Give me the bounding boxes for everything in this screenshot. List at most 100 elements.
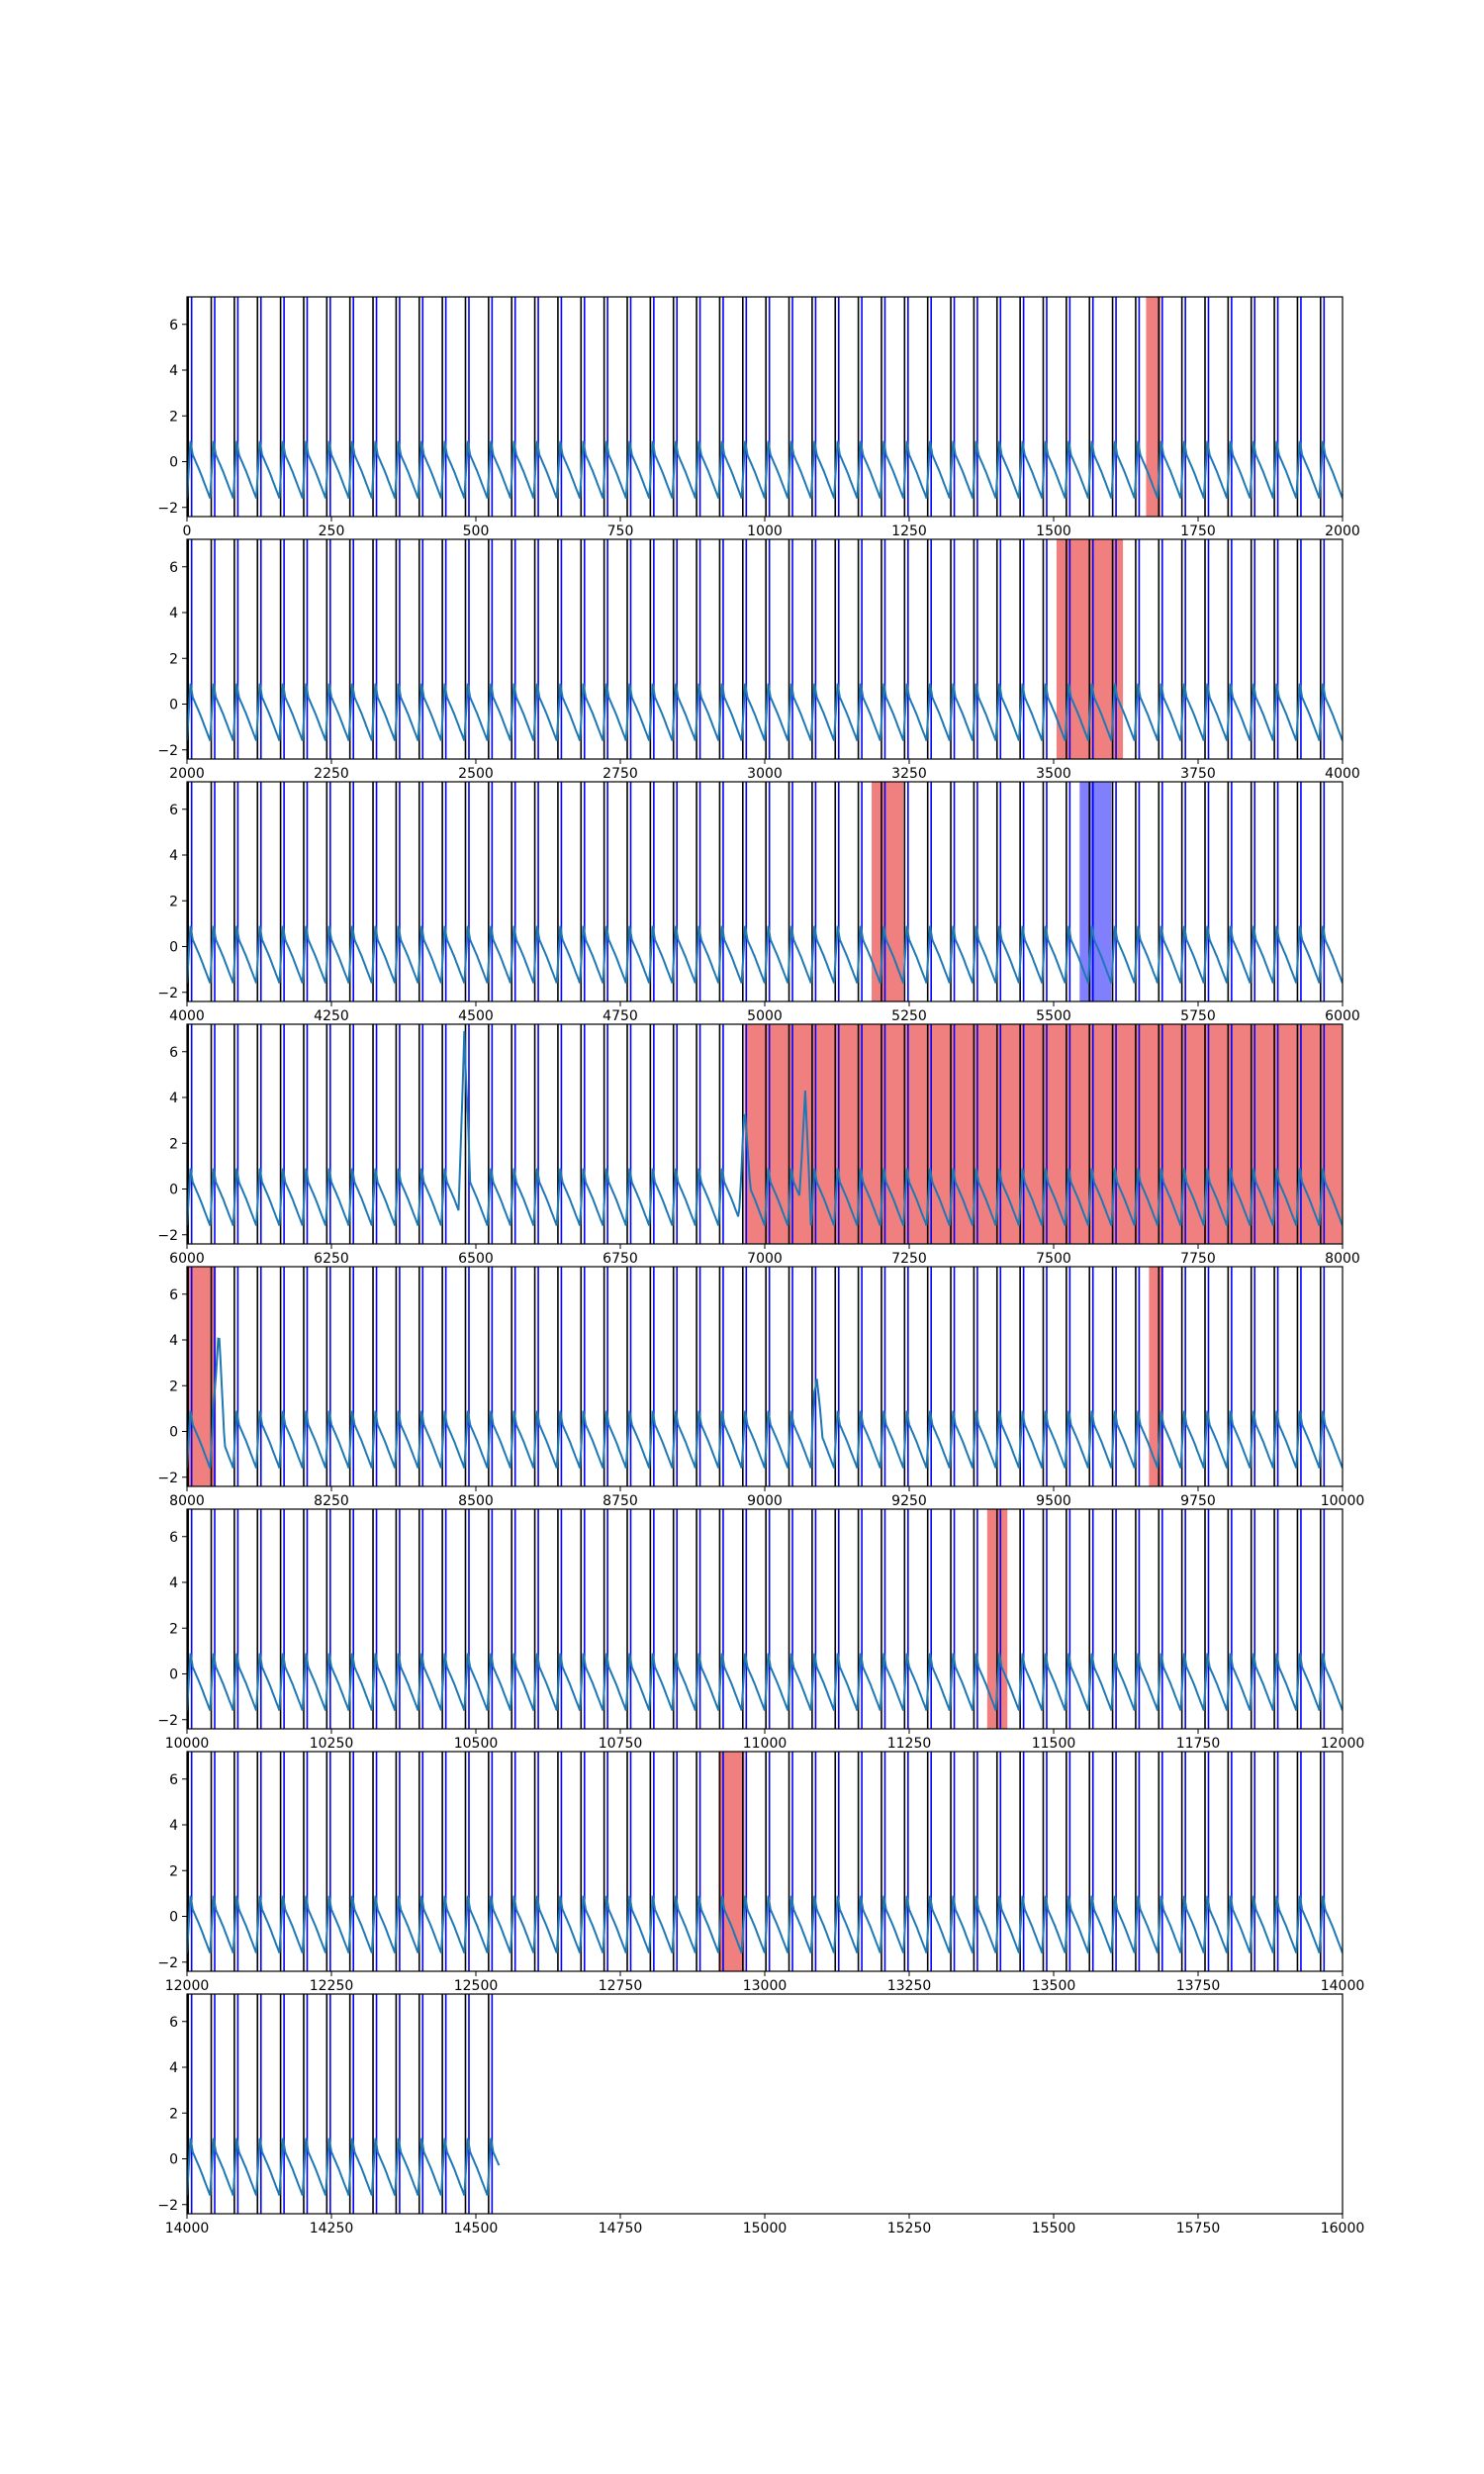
y-tick-label: 2: [169, 1379, 178, 1394]
panel-plot-area: [187, 1509, 1343, 1729]
x-tick-label: 7750: [1180, 1251, 1216, 1267]
x-tick-label: 1500: [1036, 523, 1071, 539]
x-tick-label: 5500: [1036, 1008, 1071, 1024]
panel-1: −2 0 2 4 6 0 250 500 750 1000 1250 1500 1750 2000: [157, 296, 1360, 539]
y-tick-label: −2: [157, 1471, 178, 1486]
x-tick-label: 1000: [747, 523, 783, 539]
x-tick-label: 12000: [165, 1978, 210, 1994]
panel-plot-area: [187, 1267, 1343, 1486]
shaded-region-red: [872, 782, 904, 1001]
panel-8: −2 0 2 4 6 14000 14250 14500 14750 15000 15250 1550…: [157, 1993, 1365, 2236]
y-tick-label: 6: [169, 1772, 178, 1788]
x-tick-label: 15250: [887, 2221, 932, 2236]
signal-line: [187, 440, 1343, 499]
x-tick-label: 14500: [454, 2221, 499, 2236]
y-tick-label: 4: [169, 363, 178, 379]
x-tick-label: 1750: [1180, 523, 1216, 539]
x-tick-label: 4000: [169, 1008, 205, 1024]
x-tick-label: 6000: [169, 1251, 205, 1267]
x-tick-label: 8250: [314, 1493, 349, 1509]
x-tick-label: 250: [319, 523, 345, 539]
x-tick-label: 11000: [743, 1736, 788, 1752]
y-tick-label: 2: [169, 651, 178, 667]
y-tick-label: 6: [169, 318, 178, 333]
x-tick-label: 8000: [169, 1493, 205, 1509]
y-tick-label: 4: [169, 1818, 178, 1834]
panel-4: −2 0 2 4 6 6000 6250 6500 6750 7000 7250 7500 7750 80…: [157, 1023, 1360, 1267]
panel-plot-area: [187, 539, 1343, 759]
y-tick-label: 2: [169, 1621, 178, 1637]
x-tick-label: 13750: [1176, 1978, 1221, 1994]
x-tick-label: 5750: [1180, 1008, 1216, 1024]
y-tick-label: 6: [169, 1287, 178, 1303]
x-tick-label: 5000: [747, 1008, 783, 1024]
panel-frame: [186, 1993, 1344, 2215]
y-tick-label: 0: [169, 1910, 178, 1926]
signal-line: [187, 1337, 1343, 1469]
x-tick-label: 7000: [747, 1251, 783, 1267]
x-tick-label: 500: [463, 523, 490, 539]
y-tick-label: 4: [169, 1091, 178, 1106]
signal-line: [187, 2138, 501, 2196]
x-tick-label: 3250: [891, 766, 927, 782]
x-tick-label: 8750: [603, 1493, 638, 1509]
x-tick-label: 2750: [603, 766, 638, 782]
panel-2: −2 0 2 4 6 2000 2250 2500 2750 3000 3250 3500 3750 40…: [157, 538, 1360, 782]
panel-plot-area: [187, 1752, 1343, 1971]
x-tick-label: 4250: [314, 1008, 349, 1024]
shaded-region-red: [1146, 297, 1161, 517]
signal-line: [187, 1653, 1343, 1711]
signal-line: [187, 1895, 1343, 1953]
x-tick-label: 11750: [1176, 1736, 1221, 1752]
x-tick-label: 4500: [458, 1008, 494, 1024]
panel-plot-area: [187, 782, 1343, 1001]
x-tick-label: 6250: [314, 1251, 349, 1267]
x-tick-label: 750: [607, 523, 634, 539]
y-tick-label: 6: [169, 1045, 178, 1061]
x-tick-label: 14750: [599, 2221, 643, 2236]
x-tick-label: 10750: [599, 1736, 643, 1752]
x-tick-label: 3000: [747, 766, 783, 782]
x-tick-label: 10500: [454, 1736, 499, 1752]
signal-line: [187, 925, 1343, 984]
y-tick-label: 4: [169, 606, 178, 621]
y-tick-label: −2: [157, 1228, 178, 1244]
x-tick-label: 13250: [887, 1978, 932, 1994]
x-tick-label: 15750: [1176, 2221, 1221, 2236]
x-tick-label: 11250: [887, 1736, 932, 1752]
y-tick-label: 0: [169, 698, 178, 714]
y-tick-label: 2: [169, 1863, 178, 1879]
x-tick-label: 12250: [310, 1978, 354, 1994]
panel-5: −2 0 2 4 6 8000 8250 8500 8750 9000 9250 9500 9750 10…: [157, 1266, 1364, 1509]
x-tick-label: 16000: [1321, 2221, 1365, 2236]
signal-line: [187, 683, 1343, 741]
y-tick-label: 0: [169, 1667, 178, 1683]
x-tick-label: 4750: [603, 1008, 638, 1024]
x-tick-label: 14000: [165, 2221, 210, 2236]
x-tick-label: 12500: [454, 1978, 499, 1994]
y-tick-label: 6: [169, 1530, 178, 1546]
y-tick-label: 2: [169, 894, 178, 909]
panel-3: −2 0 2 4 6 4000 4250 4500 4750 5000 5250 5500 5750 60…: [157, 781, 1360, 1024]
x-tick-label: 11500: [1032, 1736, 1076, 1752]
y-tick-label: 0: [169, 1183, 178, 1198]
x-tick-label: 2250: [314, 766, 349, 782]
x-tick-label: 4000: [1325, 766, 1360, 782]
x-tick-label: 9750: [1180, 1493, 1216, 1509]
x-tick-label: 10000: [165, 1736, 210, 1752]
y-tick-label: 2: [169, 1136, 178, 1152]
x-tick-label: 13500: [1032, 1978, 1076, 1994]
x-tick-label: 7500: [1036, 1251, 1071, 1267]
y-tick-label: −2: [157, 743, 178, 759]
y-tick-label: 6: [169, 560, 178, 576]
x-tick-label: 12750: [599, 1978, 643, 1994]
y-tick-label: 0: [169, 455, 178, 471]
signal-line: [187, 1030, 1343, 1226]
x-tick-label: 0: [183, 523, 192, 539]
x-tick-label: 10250: [310, 1736, 354, 1752]
panel-plot-area: [187, 1024, 1343, 1244]
x-tick-label: 9000: [747, 1493, 783, 1509]
x-tick-label: 6500: [458, 1251, 494, 1267]
panel-plot-area: [187, 297, 1343, 517]
